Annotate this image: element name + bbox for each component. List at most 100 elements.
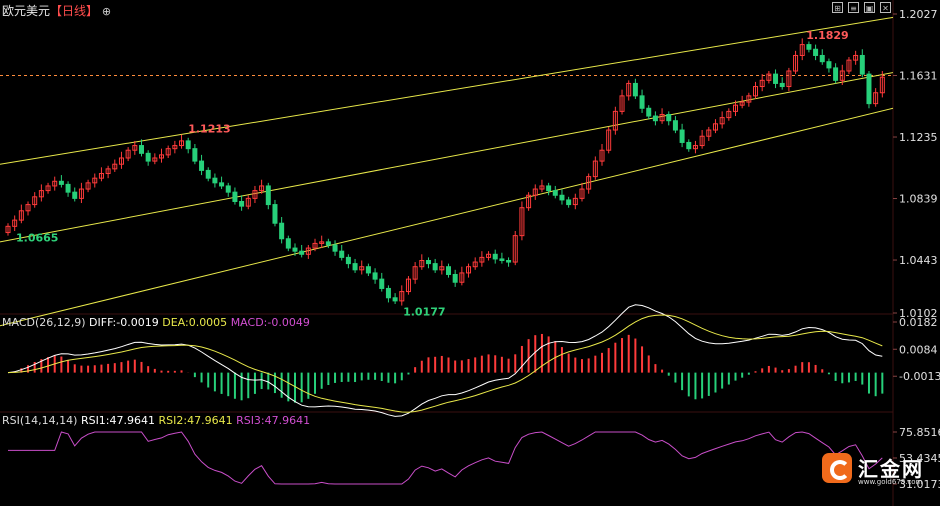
candle-body <box>766 73 772 81</box>
rsi2-label: RSI2:47.9641 <box>158 414 233 427</box>
candle-body <box>219 182 225 187</box>
macd-dea-line <box>7 314 883 413</box>
candle-body <box>385 287 391 299</box>
candle-body <box>285 238 291 249</box>
macd-value-label: MACD:-0.0049 <box>230 316 310 329</box>
maximize-icon[interactable]: ▣ <box>864 2 875 13</box>
window-controls: ⊞ ≡ ▣ ✕ <box>832 2 891 13</box>
candle-body <box>873 92 879 105</box>
candle-body <box>686 141 692 150</box>
candle-body <box>612 110 618 131</box>
candle-body <box>699 135 705 147</box>
candle-body <box>659 113 665 122</box>
candle-body <box>539 185 545 190</box>
candle-body <box>159 154 165 159</box>
candle-body <box>826 61 832 69</box>
candle-body <box>626 82 632 97</box>
candle-body <box>345 256 351 265</box>
candle-body <box>732 104 738 112</box>
candle-body <box>806 44 812 50</box>
crosshair-icon[interactable]: ⊕ <box>101 5 112 18</box>
candle-body <box>352 263 358 271</box>
candle-body <box>212 177 218 184</box>
candle-body <box>12 219 18 227</box>
macd-header: MACD(26,12,9) DIFF:-0.0019 DEA:0.0005 MA… <box>2 316 310 329</box>
close-icon[interactable]: ✕ <box>880 2 891 13</box>
y-tick-label: 1.1235 <box>899 131 938 144</box>
logo-name: 汇金网 <box>858 457 924 481</box>
price-annotation: 1.1213 <box>188 122 230 135</box>
candle-body <box>459 272 465 283</box>
candle-body <box>566 199 572 206</box>
rsi-header: RSI(14,14,14) RSI1:47.9641 RSI2:47.9641 … <box>2 414 310 427</box>
candle-body <box>592 160 598 178</box>
macd-tick-label: 0.0182 <box>899 316 938 329</box>
rsi-tick-label: 75.8516 <box>899 426 940 439</box>
candle-body <box>112 163 118 170</box>
candle-body <box>205 169 211 179</box>
pin-icon[interactable]: ⊞ <box>832 2 843 13</box>
candle-body <box>138 145 144 154</box>
candle-body <box>486 253 492 258</box>
candle-body <box>98 173 104 179</box>
candle-body <box>499 258 505 262</box>
candle-body <box>18 210 24 221</box>
candle-body <box>179 140 185 147</box>
candle-body <box>619 95 625 112</box>
macd-diff-line <box>7 304 883 417</box>
candle-body <box>793 54 799 72</box>
candle-body <box>372 272 378 280</box>
candle-body <box>672 120 678 131</box>
candle-body <box>412 266 418 280</box>
logo-url: www.gold678.com <box>858 478 923 486</box>
candle-body <box>259 185 265 192</box>
candle-body <box>799 44 805 56</box>
gold678-logo: 汇金网 www.gold678.com <box>818 447 936 489</box>
settings-icon[interactable]: ≡ <box>848 2 859 13</box>
candle-body <box>579 188 585 199</box>
candle-body <box>813 48 819 56</box>
rsi-tick-label: 53.4345 <box>899 452 940 465</box>
candle-body <box>572 197 578 206</box>
candle-body <box>853 54 859 61</box>
candle-body <box>5 225 11 234</box>
candle-body <box>185 140 191 150</box>
candle-body <box>92 177 98 184</box>
period-label[interactable]: 【日线】 <box>50 4 99 18</box>
candle-body <box>666 113 672 122</box>
candle-body <box>646 107 652 117</box>
candle-body <box>839 70 845 81</box>
candle-body <box>165 148 171 156</box>
channel-line <box>0 72 894 243</box>
candle-body <box>446 266 451 275</box>
candle-body <box>559 194 565 201</box>
macd-title: MACD(26,12,9) <box>2 316 86 329</box>
candle-body <box>225 185 231 193</box>
candle-body <box>519 207 525 237</box>
candle-body <box>379 278 385 289</box>
rsi3-label: RSI3:47.9641 <box>236 414 311 427</box>
candle-body <box>292 247 298 252</box>
candle-body <box>552 190 558 196</box>
candle-body <box>332 244 338 252</box>
candle-body <box>419 260 425 268</box>
candle-body <box>265 185 271 206</box>
candle-body <box>312 242 318 249</box>
candle-body <box>319 241 325 244</box>
candle-body <box>779 82 785 88</box>
candle-body <box>599 149 605 162</box>
candle-body <box>172 145 178 150</box>
candle-body <box>365 266 371 274</box>
candle-body <box>546 185 552 192</box>
candle-body <box>232 191 238 202</box>
rsi1-label: RSI1:47.9641 <box>80 414 155 427</box>
candle-body <box>199 160 205 171</box>
candle-body <box>72 191 78 199</box>
candle-body <box>405 278 411 293</box>
candle-body <box>192 148 198 162</box>
candle-body <box>639 95 645 109</box>
candle-body <box>272 204 278 224</box>
candle-body <box>25 204 31 212</box>
